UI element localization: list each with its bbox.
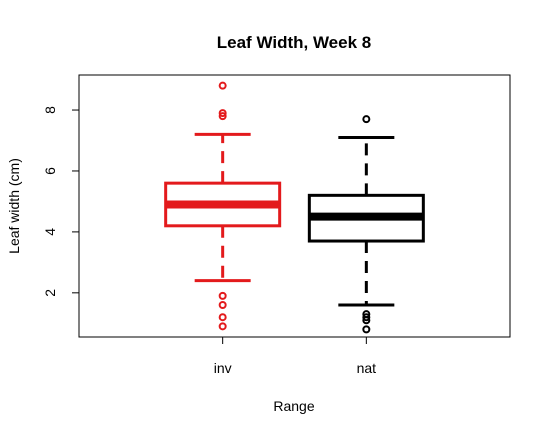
outlier-point: [218, 112, 227, 121]
x-tick-label: inv: [214, 360, 232, 376]
chart-title: Leaf Width, Week 8: [217, 33, 371, 52]
y-tick-label: 8: [42, 106, 58, 114]
outlier-point: [218, 81, 227, 90]
y-axis: 2 4 6 8: [42, 106, 80, 297]
x-tick-label: nat: [357, 360, 377, 376]
outlier-point: [362, 313, 371, 322]
plot-frame: [78, 74, 511, 338]
y-tick-label: 2: [42, 289, 58, 297]
box-nat: [307, 115, 425, 334]
box-inv: [164, 81, 282, 331]
x-axis-label: Range: [273, 398, 314, 414]
y-tick-label: 6: [42, 167, 58, 175]
outlier-point: [218, 313, 227, 322]
outlier-point: [218, 109, 227, 118]
x-axis: inv nat: [214, 337, 376, 376]
outlier-point: [362, 310, 371, 319]
outlier-point: [218, 322, 227, 331]
outlier-point: [362, 325, 371, 334]
outlier-point: [218, 301, 227, 310]
y-tick-label: 4: [42, 228, 58, 236]
boxes: [164, 81, 425, 334]
outlier-point: [218, 291, 227, 300]
y-axis-label: Leaf width (cm): [6, 158, 22, 254]
outlier-point: [362, 115, 371, 124]
